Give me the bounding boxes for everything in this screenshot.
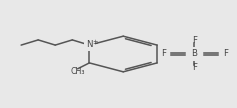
Text: F: F	[223, 49, 228, 59]
Text: F: F	[161, 49, 166, 59]
Text: CH₃: CH₃	[70, 67, 85, 76]
Text: F: F	[192, 63, 197, 72]
Text: N: N	[86, 40, 93, 49]
Text: F: F	[192, 36, 197, 45]
Text: ±: ±	[92, 39, 97, 45]
Text: B: B	[191, 49, 197, 59]
